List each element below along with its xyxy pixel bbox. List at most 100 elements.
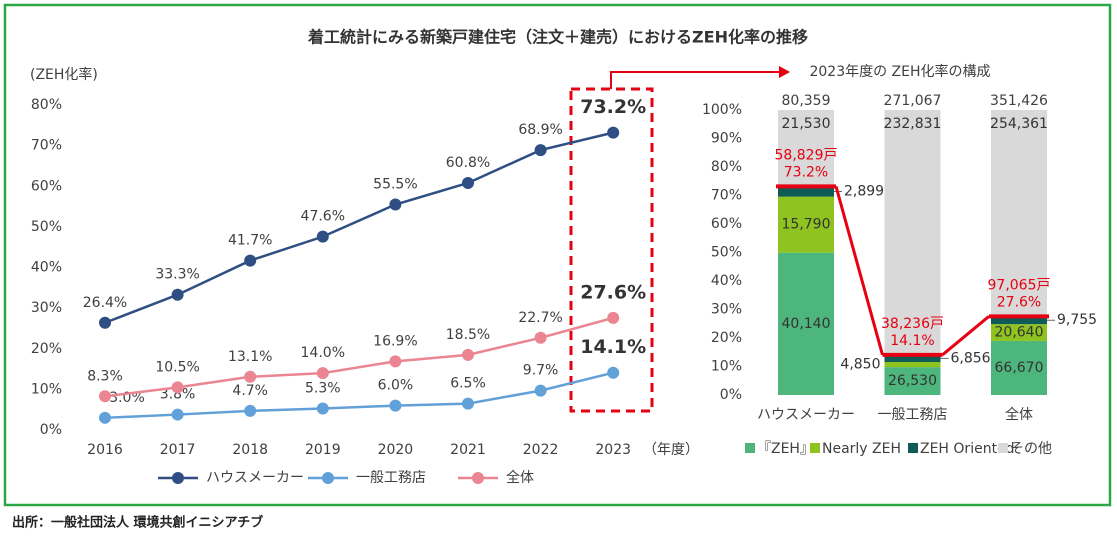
bar-segment (884, 110, 941, 355)
zeh-rate-label: 14.1% (890, 333, 934, 349)
point (316, 367, 329, 380)
subchart-title: 2023年度の ZEH化率の構成 (809, 63, 990, 80)
point (389, 399, 402, 412)
segment-label: 9,755 (1057, 312, 1097, 328)
point (607, 126, 620, 139)
legend-swatch (908, 443, 918, 453)
bar-segment (778, 110, 834, 187)
x-tick-label: 2023 (595, 442, 631, 458)
bar-segment (991, 324, 1047, 341)
point (171, 288, 184, 301)
total-label: 351,426 (990, 93, 1048, 109)
legend-marker (172, 472, 184, 484)
zeh-rate-label: 73.2% (784, 164, 828, 180)
rate-connector (941, 315, 990, 356)
data-label: 47.6% (301, 209, 345, 225)
segment-label: 6,856 (951, 350, 991, 366)
point (316, 402, 329, 415)
legend-swatch (810, 443, 820, 453)
point (389, 355, 402, 368)
y-tick-label: 10% (711, 359, 742, 375)
arrow (610, 71, 780, 89)
data-label: 5.3% (305, 380, 341, 396)
data-label: 68.9% (518, 122, 562, 138)
x-tick-label: ハウスメーカー (757, 407, 855, 423)
legend-label: Nearly ZEH (822, 441, 901, 457)
data-label: 60.8% (446, 155, 490, 171)
y-tick-label: 10% (31, 381, 62, 397)
y-tick-label: 90% (711, 131, 742, 147)
point (244, 370, 257, 383)
point (534, 144, 547, 157)
y-tick-label: 80% (711, 159, 742, 175)
legend-label: ハウスメーカー (206, 470, 304, 486)
source: 出所：一般社団法人 環境共創イニシアチブ (12, 515, 263, 531)
segment-label: 40,140 (782, 316, 831, 332)
point (99, 316, 111, 329)
data-label: 26.4% (83, 295, 127, 311)
highlight-box (569, 87, 654, 413)
zeh-total-label: 58,829戸 (775, 147, 838, 163)
data-label: 13.1% (228, 349, 272, 365)
point (171, 381, 184, 394)
rate-connector (834, 185, 884, 356)
line (104, 371, 614, 420)
zeh-total-label: 97,065戸 (988, 277, 1051, 293)
segment-label: 15,790 (782, 217, 831, 233)
data-label: 9.7% (523, 363, 559, 379)
segment-label: 232,831 (884, 116, 942, 132)
y-tick-label: 40% (711, 273, 742, 289)
data-label: 3.8% (160, 387, 196, 403)
y-tick-label: 80% (31, 97, 62, 113)
segment-label: 2,899 (844, 183, 884, 199)
y-tick-label: 60% (711, 216, 742, 232)
legend-swatch (745, 443, 755, 453)
point (462, 397, 474, 410)
arrow-head (779, 66, 790, 78)
legend-label: その他 (1010, 441, 1052, 457)
y-tick-label: 30% (31, 300, 62, 316)
y-tick-label: 70% (711, 188, 742, 204)
data-label: 33.3% (155, 267, 199, 283)
x-tick-label: 2019 (305, 442, 341, 458)
zeh-total-label: 38,236戸 (881, 316, 944, 332)
y-tick-label: 20% (31, 341, 62, 357)
point (534, 384, 547, 397)
y-tick-label: 60% (31, 178, 62, 194)
legend-marker (472, 472, 484, 484)
y-tick-label: 50% (711, 245, 742, 261)
bar-segment (778, 196, 834, 253)
segment-label: 20,640 (995, 325, 1044, 341)
point (244, 254, 257, 267)
point (607, 366, 620, 379)
data-label: 14.0% (301, 345, 345, 361)
data-label: 73.2% (580, 96, 646, 118)
bar-segment (991, 316, 1047, 325)
y-tick-label: 70% (31, 138, 62, 154)
data-label: 27.6% (580, 281, 646, 303)
point (607, 311, 620, 324)
bar-segment (884, 362, 941, 368)
data-label: 6.0% (378, 378, 414, 394)
x-tick-label: 2022 (523, 442, 559, 458)
data-label: 10.5% (155, 359, 199, 375)
data-label: 14.1% (580, 336, 646, 358)
point (534, 331, 547, 344)
zeh-rate-label: 27.6% (997, 294, 1041, 310)
legend-label: 一般工務店 (356, 470, 426, 486)
x-tick-label: 一般工務店 (878, 407, 948, 423)
y-tick-label: 20% (711, 330, 742, 346)
total-label: 80,359 (782, 93, 831, 109)
x-tick-label: 2017 (160, 442, 196, 458)
chart-title: 着工統計にみる新築戸建住宅（注文＋建売）におけるZEH化率の推移 (307, 28, 808, 47)
segment-label: 26,530 (888, 373, 937, 389)
segment-label: 21,530 (782, 116, 831, 132)
point (462, 348, 474, 361)
data-label: 8.3% (87, 368, 123, 384)
y-tick-label: 0% (720, 387, 742, 403)
y-tick-label: 30% (711, 302, 742, 318)
point (99, 390, 111, 403)
y-tick-label: 100% (702, 102, 742, 118)
data-label: 16.9% (373, 333, 417, 349)
